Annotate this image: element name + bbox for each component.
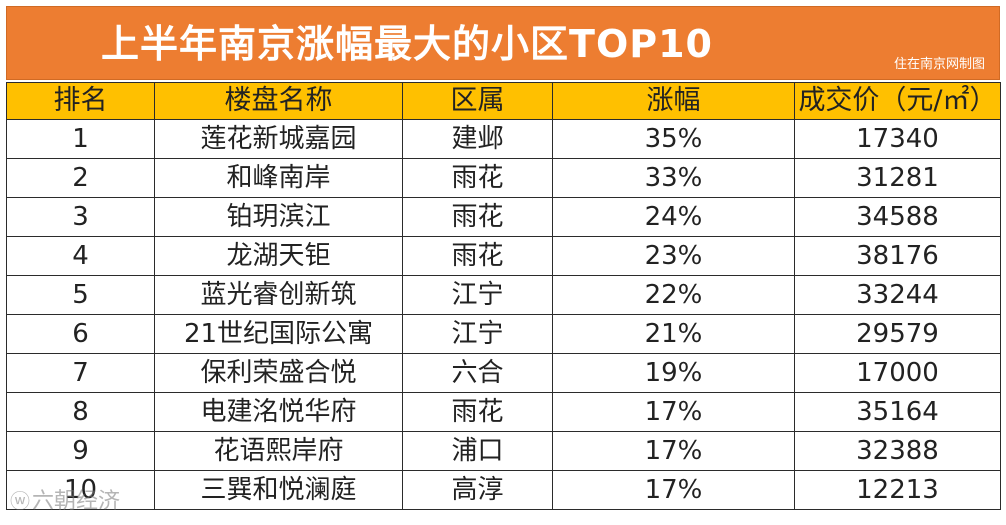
cell-project-name: 21世纪国际公寓 bbox=[154, 314, 403, 354]
cell-project-name: 电建洺悦华府 bbox=[154, 392, 403, 432]
table-row: 3 铂玥滨江 雨花 24% 34588 bbox=[6, 197, 1001, 237]
cell-project-name: 保利荣盛合悦 bbox=[154, 353, 403, 393]
cell-price: 35164 bbox=[794, 392, 1001, 432]
header-row: 排名 楼盘名称 区属 涨幅 成交价（元/㎡） bbox=[6, 82, 1001, 120]
cell-district: 雨花 bbox=[402, 392, 553, 432]
cell-price: 32388 bbox=[794, 431, 1001, 471]
cell-rank: 8 bbox=[6, 392, 155, 432]
cell-rank: 3 bbox=[6, 197, 155, 237]
table-row: 7 保利荣盛合悦 六合 19% 17000 bbox=[6, 353, 1001, 393]
cell-increase: 19% bbox=[552, 353, 795, 393]
cell-district: 雨花 bbox=[402, 197, 553, 237]
cell-rank: 4 bbox=[6, 236, 155, 276]
cell-district: 雨花 bbox=[402, 236, 553, 276]
cell-rank: 7 bbox=[6, 353, 155, 393]
cell-project-name: 三巽和悦澜庭 bbox=[154, 470, 403, 510]
cell-district: 浦口 bbox=[402, 431, 553, 471]
cell-price: 12213 bbox=[794, 470, 1001, 510]
cell-district: 江宁 bbox=[402, 275, 553, 315]
cell-increase: 17% bbox=[552, 470, 795, 510]
table-row: 4 龙湖天钜 雨花 23% 38176 bbox=[6, 236, 1001, 276]
watermark: ⓦ六朝经济 bbox=[10, 486, 120, 517]
cell-increase: 22% bbox=[552, 275, 795, 315]
cell-project-name: 铂玥滨江 bbox=[154, 197, 403, 237]
cell-price: 38176 bbox=[794, 236, 1001, 276]
ranking-table: 排名 楼盘名称 区属 涨幅 成交价（元/㎡） 1 莲花新城嘉园 建邺 35% 17340… bbox=[6, 82, 1001, 510]
table-row: 5 蓝光睿创新筑 江宁 22% 33244 bbox=[6, 275, 1001, 315]
table-row: 10 三巽和悦澜庭 高淳 17% 12213 bbox=[6, 470, 1001, 510]
table-body: 1 莲花新城嘉园 建邺 35% 17340 2 和峰南岸 雨花 33% 31281 3 铂玥滨江 雨花 2… bbox=[6, 119, 1001, 510]
cell-increase: 21% bbox=[552, 314, 795, 354]
cell-increase: 24% bbox=[552, 197, 795, 237]
watermark-text: 六朝经济 bbox=[32, 489, 121, 514]
table-row: 6 21世纪国际公寓 江宁 21% 29579 bbox=[6, 314, 1001, 354]
table-row: 1 莲花新城嘉园 建邺 35% 17340 bbox=[6, 119, 1001, 159]
chart-title: 上半年南京涨幅最大的小区TOP10 bbox=[101, 22, 713, 66]
cell-project-name: 龙湖天钜 bbox=[154, 236, 403, 276]
cell-district: 六合 bbox=[402, 353, 553, 393]
cell-district: 建邺 bbox=[402, 119, 553, 159]
cell-price: 29579 bbox=[794, 314, 1001, 354]
table-row: 8 电建洺悦华府 雨花 17% 35164 bbox=[6, 392, 1001, 432]
source-credit: 住在南京网制图 bbox=[893, 57, 985, 72]
header-project-name: 楼盘名称 bbox=[154, 82, 403, 120]
cell-price: 33244 bbox=[794, 275, 1001, 315]
cell-project-name: 蓝光睿创新筑 bbox=[154, 275, 403, 315]
header-rank: 排名 bbox=[6, 82, 155, 120]
header-increase: 涨幅 bbox=[552, 82, 795, 120]
cell-increase: 17% bbox=[552, 431, 795, 471]
cell-district: 江宁 bbox=[402, 314, 553, 354]
cell-rank: 2 bbox=[6, 158, 155, 198]
cell-rank: 5 bbox=[6, 275, 155, 315]
header-district: 区属 bbox=[402, 82, 553, 120]
cell-price: 34588 bbox=[794, 197, 1001, 237]
cell-project-name: 和峰南岸 bbox=[154, 158, 403, 198]
header-price: 成交价（元/㎡） bbox=[794, 82, 1001, 120]
cell-project-name: 莲花新城嘉园 bbox=[154, 119, 403, 159]
table-row: 2 和峰南岸 雨花 33% 31281 bbox=[6, 158, 1001, 198]
cell-rank: 1 bbox=[6, 119, 155, 159]
cell-project-name: 花语熙岸府 bbox=[154, 431, 403, 471]
cell-rank: 6 bbox=[6, 314, 155, 354]
weibo-icon: ⓦ bbox=[10, 489, 30, 513]
table-row: 9 花语熙岸府 浦口 17% 32388 bbox=[6, 431, 1001, 471]
cell-district: 高淳 bbox=[402, 470, 553, 510]
cell-increase: 17% bbox=[552, 392, 795, 432]
cell-price: 31281 bbox=[794, 158, 1001, 198]
cell-increase: 33% bbox=[552, 158, 795, 198]
cell-rank: 9 bbox=[6, 431, 155, 471]
title-bar: 上半年南京涨幅最大的小区TOP10 住在南京网制图 bbox=[6, 6, 1000, 80]
cell-price: 17000 bbox=[794, 353, 1001, 393]
cell-district: 雨花 bbox=[402, 158, 553, 198]
cell-rank: 10 bbox=[6, 470, 155, 510]
cell-increase: 35% bbox=[552, 119, 795, 159]
cell-increase: 23% bbox=[552, 236, 795, 276]
cell-price: 17340 bbox=[794, 119, 1001, 159]
